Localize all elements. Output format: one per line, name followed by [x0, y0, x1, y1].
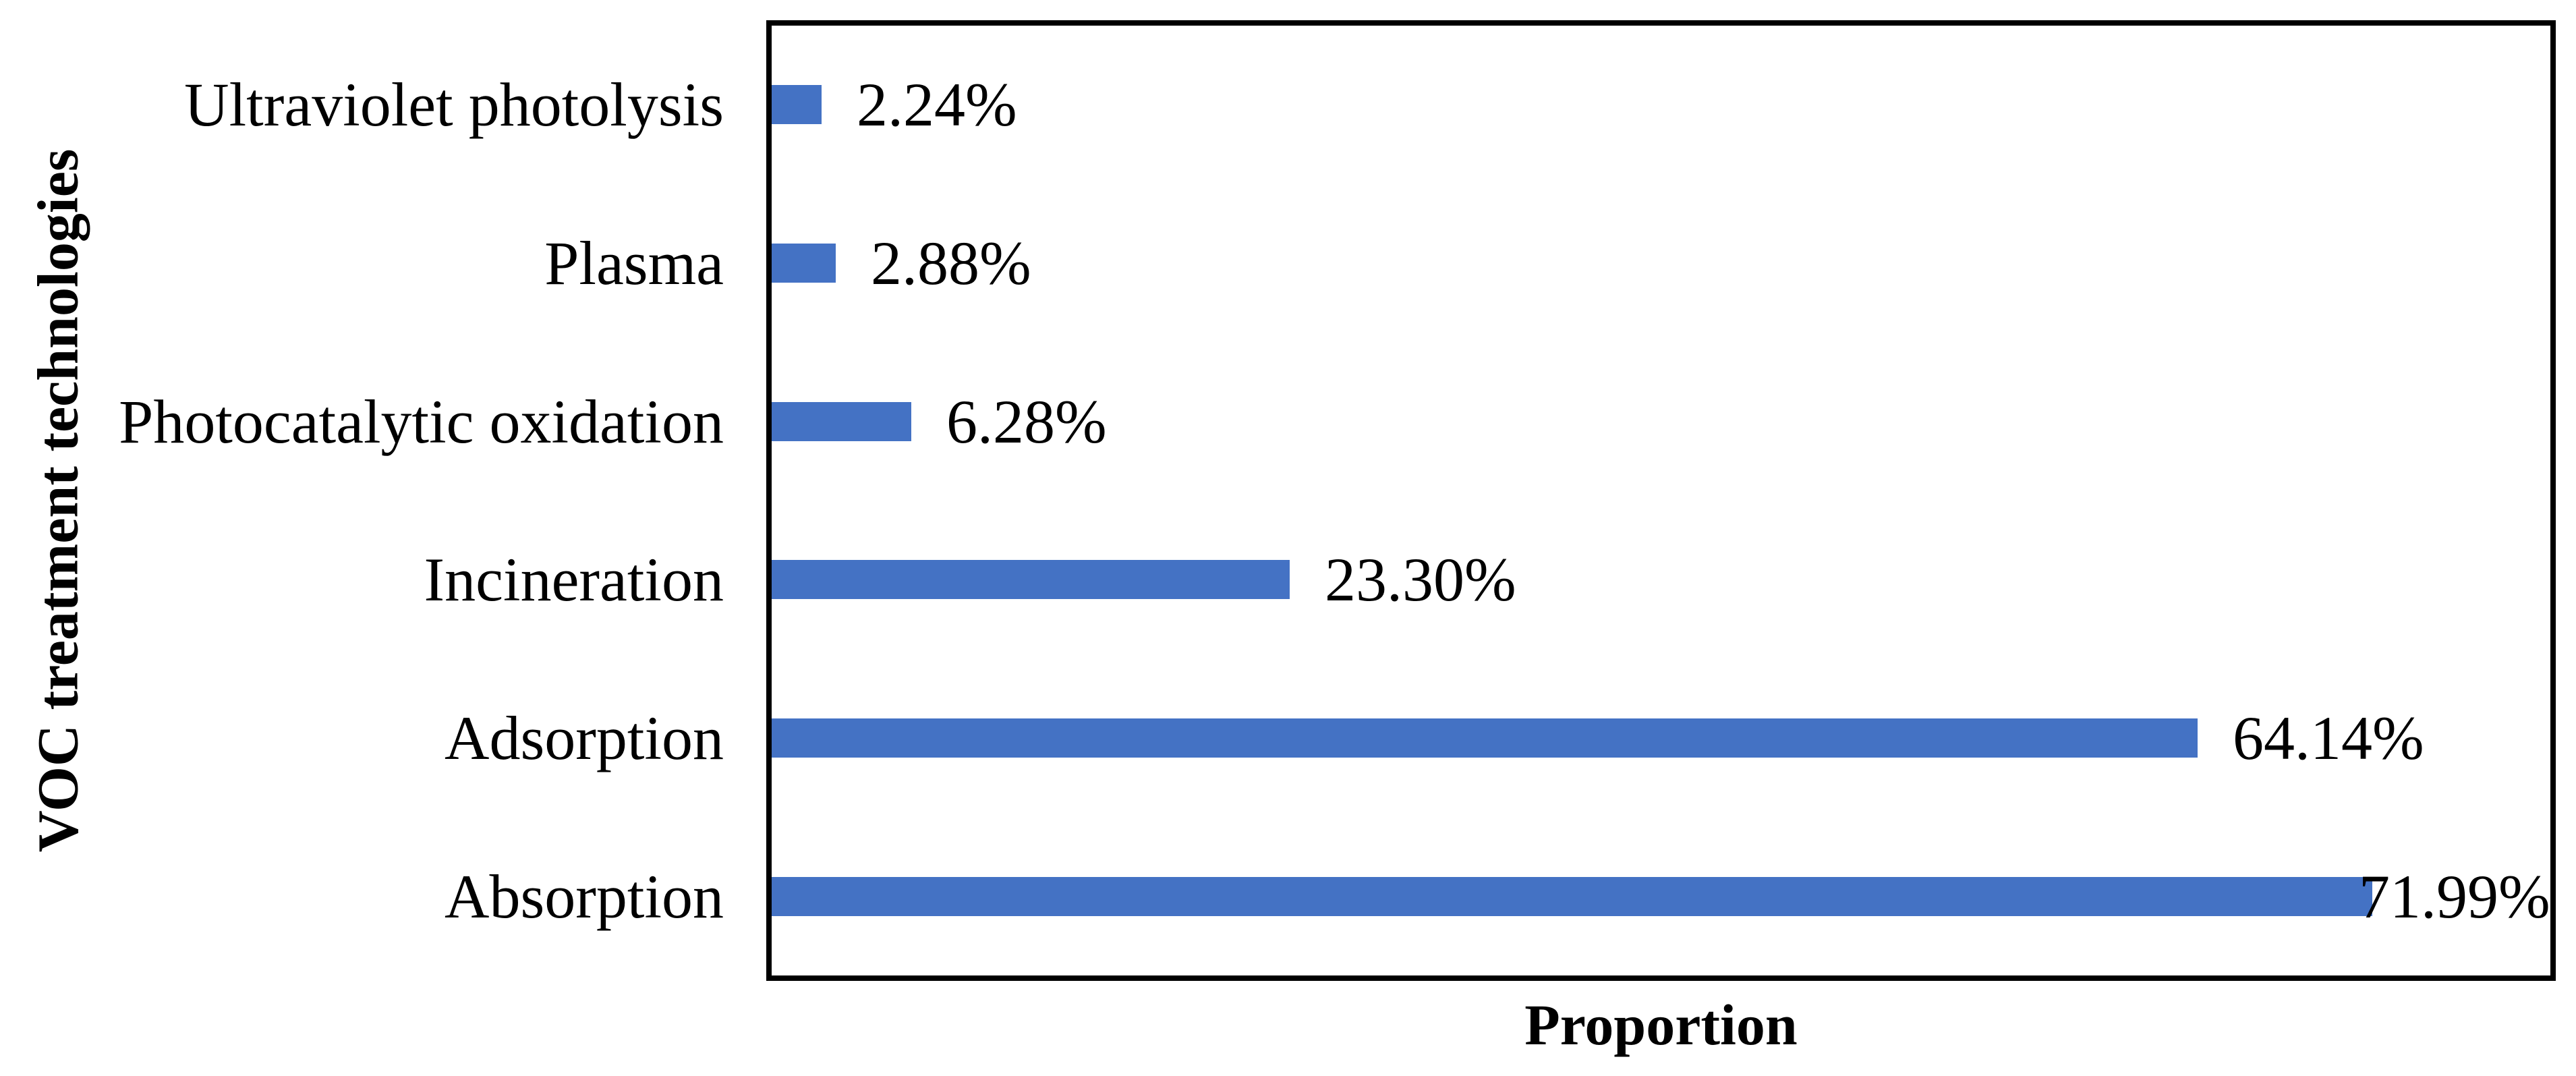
- bar-row: 64.14%: [772, 659, 2550, 818]
- value-label: 2.88%: [871, 229, 1031, 298]
- bar-row: 71.99%: [772, 817, 2550, 975]
- value-label: 64.14%: [2233, 704, 2424, 773]
- bar: [772, 85, 822, 125]
- bar: [772, 244, 836, 283]
- category-label: Incineration: [424, 545, 724, 615]
- bar: [772, 718, 2198, 758]
- category-axis-labels: Ultraviolet photolysis Plasma Photocatalyt…: [0, 26, 724, 975]
- bar-row: 23.30%: [772, 501, 2550, 659]
- category-row: Photocatalytic oxidation: [0, 342, 724, 501]
- bar-rows: 2.24% 2.88% 6.28% 23.30% 64.14% 71.99%: [772, 26, 2550, 975]
- value-label: 6.28%: [946, 387, 1107, 456]
- plot-area: 2.24% 2.88% 6.28% 23.30% 64.14% 71.99%: [766, 20, 2556, 981]
- category-row: Incineration: [0, 501, 724, 659]
- bar-row: 6.28%: [772, 342, 2550, 501]
- bar-row: 2.24%: [772, 26, 2550, 184]
- category-label: Photocatalytic oxidation: [119, 387, 724, 456]
- value-label: 2.24%: [857, 70, 1017, 140]
- category-row: Absorption: [0, 817, 724, 975]
- category-row: Adsorption: [0, 659, 724, 818]
- bar: [772, 401, 911, 441]
- category-row: Ultraviolet photolysis: [0, 26, 724, 184]
- category-label: Absorption: [445, 861, 724, 931]
- value-label: 23.30%: [1325, 545, 1516, 615]
- category-label: Ultraviolet photolysis: [184, 70, 724, 140]
- category-label: Plasma: [544, 229, 724, 298]
- bar: [772, 560, 1290, 600]
- bar: [772, 876, 2372, 916]
- bar-row: 2.88%: [772, 184, 2550, 343]
- x-axis-title: Proportion: [1524, 992, 1798, 1057]
- category-label: Adsorption: [445, 704, 724, 773]
- category-row: Plasma: [0, 184, 724, 343]
- value-label: 71.99%: [2359, 861, 2550, 931]
